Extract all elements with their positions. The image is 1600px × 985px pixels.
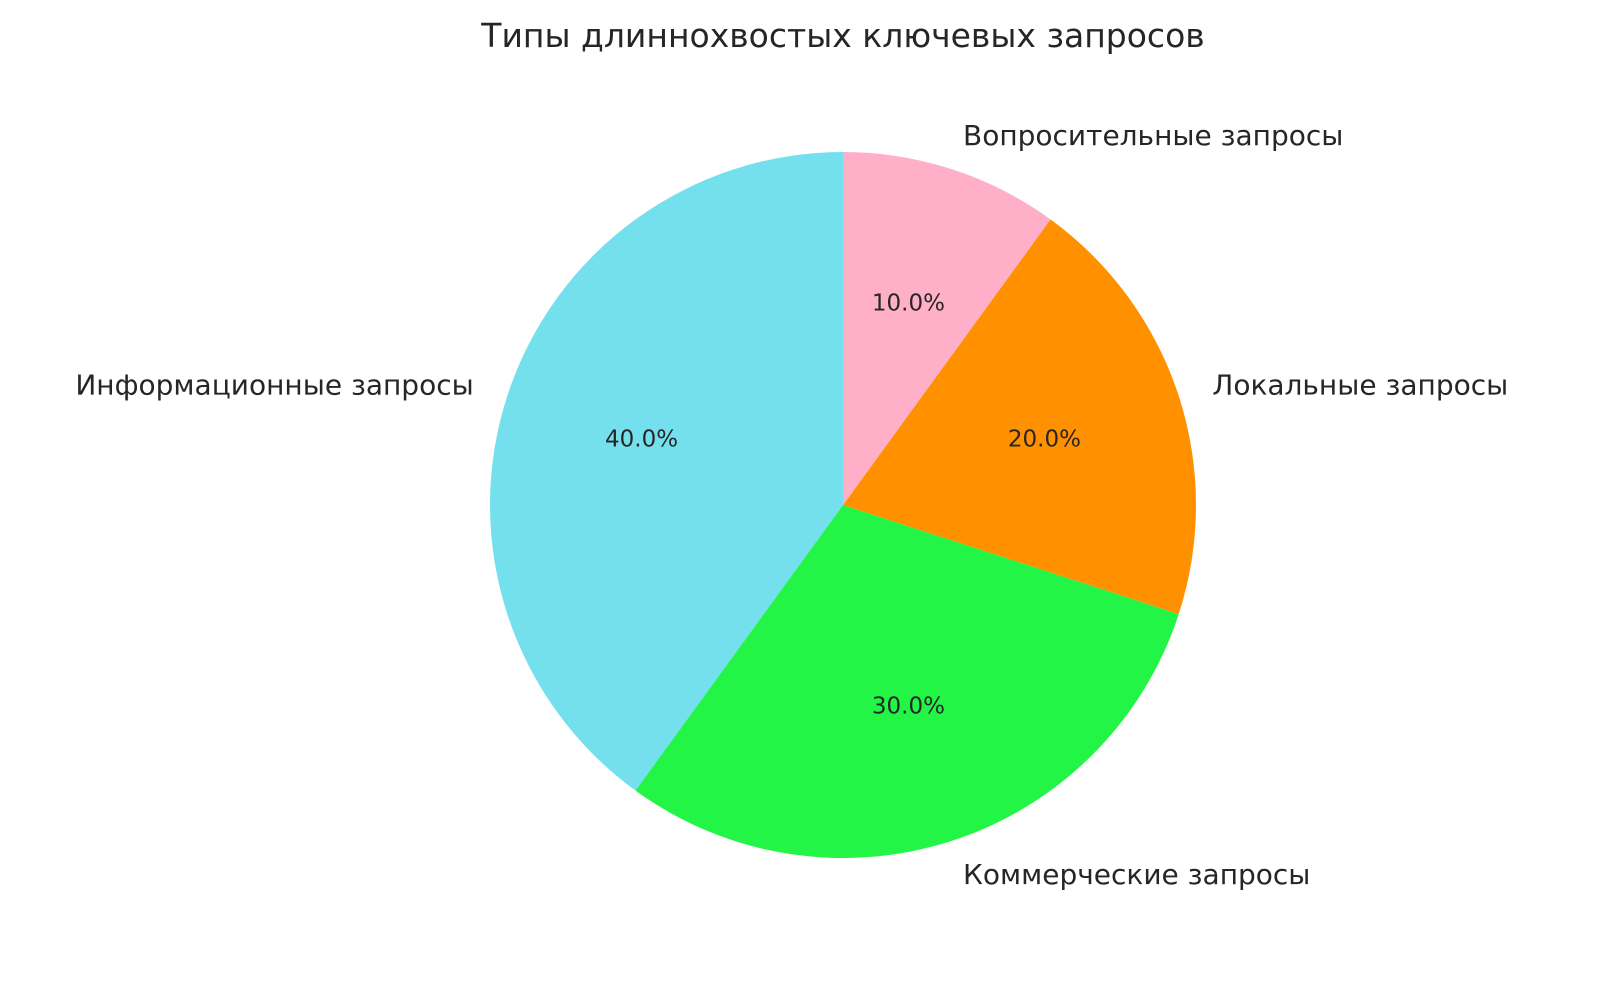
pie-slice-4 — [843, 152, 1051, 505]
pie-slice-1 — [490, 152, 843, 791]
chart-title: Типы длиннохвостых ключевых запросов — [480, 16, 1204, 55]
slice-label-3: Локальные запросы — [1212, 369, 1508, 402]
slice-percent-1: 40.0% — [605, 427, 678, 453]
slice-percent-3: 20.0% — [1008, 427, 1081, 453]
slice-label-1: Информационные запросы — [75, 369, 473, 402]
slice-percent-2: 30.0% — [872, 693, 945, 719]
pie-slice-2 — [635, 505, 1179, 858]
slice-label-4: Вопросительные запросы — [963, 119, 1343, 152]
pie-slice-3 — [843, 219, 1196, 615]
slice-percent-4: 10.0% — [872, 291, 945, 317]
slice-label-2: Коммерческие запросы — [963, 858, 1310, 891]
